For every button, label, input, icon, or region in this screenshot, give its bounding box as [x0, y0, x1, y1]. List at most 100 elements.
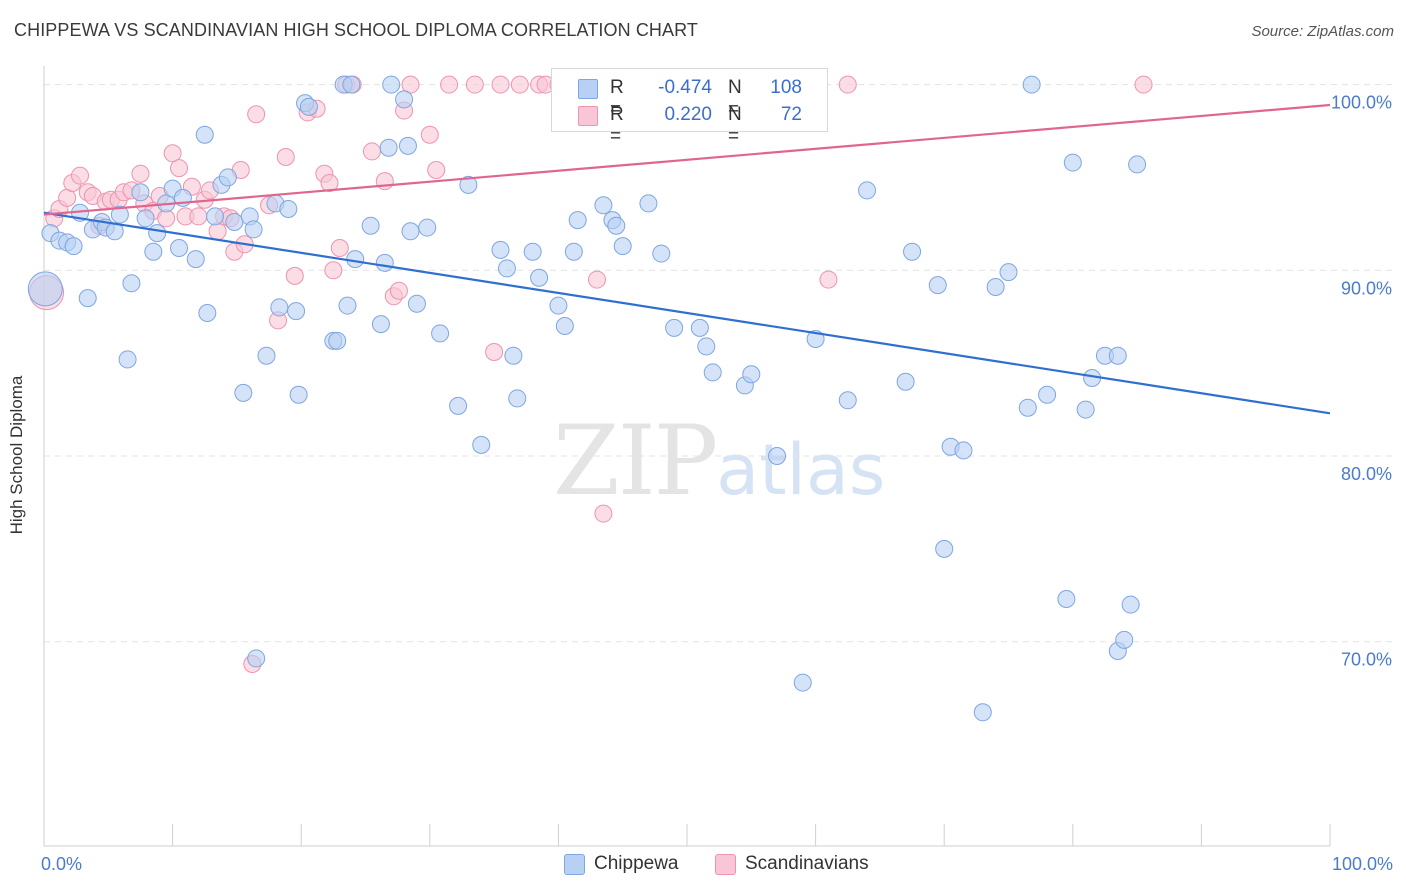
point-chippewa — [928, 276, 947, 295]
series-name-scandinavians: Scandinavians — [745, 853, 869, 874]
series-swatch-chippewa — [564, 854, 585, 875]
point-scandinavians — [276, 148, 295, 166]
correlation-legend: R = -0.474 N = 108 R = 0.220 N = 72 — [551, 68, 828, 147]
legend-swatch-scandinavians — [578, 106, 598, 126]
legend-n-label: N = — [728, 77, 742, 120]
point-chippewa — [131, 183, 150, 202]
point-chippewa — [742, 365, 761, 384]
point-chippewa — [27, 271, 63, 307]
point-scandinavians — [510, 75, 529, 94]
legend-swatch-chippewa — [578, 79, 598, 99]
point-chippewa — [449, 396, 468, 415]
point-scandinavians — [401, 75, 420, 94]
point-chippewa — [1121, 595, 1140, 614]
point-scandinavians — [1134, 75, 1153, 94]
point-chippewa — [491, 240, 510, 259]
y-axis-label: High School Diploma — [7, 375, 26, 535]
point-chippewa — [555, 317, 574, 335]
y-tick-label: 80.0% — [1341, 464, 1392, 484]
point-chippewa — [287, 302, 306, 321]
point-scandinavians — [131, 164, 150, 183]
point-chippewa — [186, 250, 205, 269]
legend-r-value: 0.220 — [664, 104, 712, 125]
x-tick-label: 100.0% — [1332, 854, 1393, 874]
point-chippewa — [1057, 590, 1076, 608]
point-chippewa — [607, 216, 626, 235]
series-name-chippewa: Chippewa — [594, 853, 679, 874]
point-chippewa — [328, 331, 347, 350]
point-chippewa — [1128, 155, 1147, 174]
point-chippewa — [665, 318, 684, 337]
point-chippewa — [564, 242, 583, 261]
point-scandinavians — [465, 75, 484, 94]
axes — [43, 66, 1331, 847]
point-chippewa — [1018, 398, 1037, 417]
point-chippewa — [299, 97, 318, 116]
point-chippewa — [594, 196, 613, 215]
point-scandinavians — [71, 166, 90, 185]
legend-n-value: 108 — [770, 77, 802, 98]
point-scandinavians — [189, 207, 208, 226]
point-scandinavians — [170, 159, 189, 178]
point-scandinavians — [320, 174, 339, 192]
point-scandinavians — [819, 270, 838, 289]
watermark: ZIPatlas — [553, 405, 885, 517]
point-scandinavians — [247, 105, 266, 124]
point-chippewa — [401, 222, 420, 241]
point-chippewa — [346, 250, 365, 269]
point-chippewa — [472, 435, 491, 454]
point-chippewa — [793, 673, 812, 692]
point-chippewa — [652, 244, 671, 263]
point-chippewa — [768, 447, 787, 465]
point-chippewa — [270, 298, 289, 317]
point-chippewa — [418, 218, 437, 237]
point-chippewa — [896, 372, 915, 391]
point-chippewa — [935, 539, 954, 558]
point-chippewa — [1038, 385, 1057, 404]
point-scandinavians — [324, 261, 343, 280]
point-chippewa — [338, 296, 357, 315]
point-chippewa — [218, 168, 237, 187]
point-chippewa — [371, 315, 390, 334]
point-chippewa — [247, 649, 266, 668]
point-chippewa — [342, 75, 361, 94]
point-chippewa — [144, 242, 163, 261]
point-chippewa — [431, 324, 450, 343]
trend-line-scandinavians — [43, 103, 1331, 216]
point-chippewa — [508, 389, 527, 408]
point-chippewa — [1108, 346, 1127, 365]
point-chippewa — [206, 207, 225, 226]
point-chippewa — [407, 294, 426, 313]
point-scandinavians — [587, 270, 606, 289]
point-scandinavians — [285, 266, 304, 285]
y-tick-label: 70.0% — [1341, 650, 1392, 670]
chart-title: CHIPPEWA VS SCANDINAVIAN HIGH SCHOOL DIP… — [14, 20, 698, 40]
point-chippewa — [379, 138, 398, 157]
point-chippewa — [198, 304, 217, 322]
point-chippewa — [382, 75, 401, 94]
point-chippewa — [110, 205, 129, 224]
point-chippewa — [690, 318, 709, 337]
point-chippewa — [136, 209, 155, 228]
point-chippewa — [289, 385, 308, 404]
point-chippewa — [64, 237, 83, 256]
legend-r-label: R = — [610, 104, 624, 147]
point-chippewa — [1022, 75, 1041, 94]
point-scandinavians — [440, 75, 459, 94]
point-chippewa — [279, 200, 298, 218]
point-chippewa — [170, 239, 189, 257]
point-chippewa — [375, 253, 394, 272]
point-chippewa — [1076, 400, 1095, 419]
point-chippewa — [858, 181, 877, 200]
point-chippewa — [257, 346, 276, 365]
legend-r-value: -0.474 — [658, 77, 712, 98]
point-chippewa — [697, 337, 716, 356]
point-chippewa — [395, 90, 414, 109]
point-scandinavians — [362, 142, 381, 161]
point-chippewa — [497, 259, 516, 278]
point-chippewa — [1115, 630, 1134, 649]
point-chippewa — [973, 703, 992, 722]
tick-labels: 100.0% 90.0% 80.0% 70.0% 0.0% 100.0% — [41, 93, 1393, 874]
point-chippewa — [459, 175, 478, 194]
